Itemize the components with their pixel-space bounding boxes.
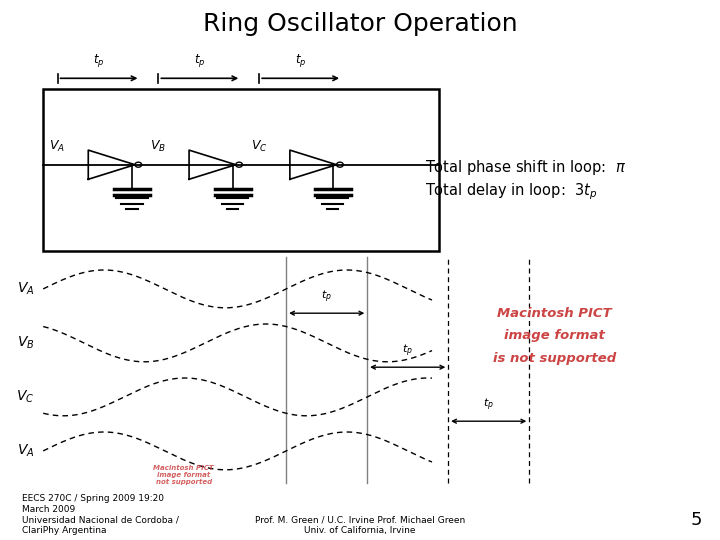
- Text: Ring Oscillator Operation: Ring Oscillator Operation: [203, 12, 517, 36]
- Text: $t_p$: $t_p$: [194, 52, 205, 69]
- Text: $V_{A}$: $V_{A}$: [17, 443, 35, 459]
- Bar: [43, 89, 439, 251]
- Text: Total delay in loop:  $3t_p$: Total delay in loop: $3t_p$: [425, 181, 597, 202]
- Text: $V_{B}$: $V_{B}$: [17, 335, 35, 351]
- Text: $V_{A}$: $V_{A}$: [49, 139, 65, 154]
- Text: $V_{A}$: $V_{A}$: [17, 281, 35, 297]
- Text: image format: image format: [504, 329, 605, 342]
- Text: $t_p$: $t_p$: [483, 396, 494, 413]
- Text: EECS 270C / Spring 2009 19:20
March 2009
Universidad Nacional de Cordoba /
Clari: EECS 270C / Spring 2009 19:20 March 2009…: [22, 495, 179, 535]
- Text: Total phase shift in loop:  $\pi$: Total phase shift in loop: $\pi$: [425, 158, 626, 177]
- Text: $V_{C}$: $V_{C}$: [17, 389, 35, 405]
- Text: Macintosh PICT
image format
not supported: Macintosh PICT image format not supporte…: [153, 465, 214, 485]
- Text: Prof. M. Green / U.C. Irvine Prof. Michael Green
Univ. of California, Irvine: Prof. M. Green / U.C. Irvine Prof. Micha…: [255, 515, 465, 535]
- Text: $t_p$: $t_p$: [402, 342, 413, 359]
- Text: $t_p$: $t_p$: [94, 52, 104, 69]
- Text: Macintosh PICT: Macintosh PICT: [497, 307, 612, 320]
- Text: is not supported: is not supported: [492, 352, 616, 365]
- Text: $t_p$: $t_p$: [295, 52, 306, 69]
- Text: $V_{C}$: $V_{C}$: [251, 139, 267, 154]
- Text: $t_p$: $t_p$: [321, 288, 332, 305]
- Text: $V_{B}$: $V_{B}$: [150, 139, 166, 154]
- Text: 5: 5: [690, 511, 702, 529]
